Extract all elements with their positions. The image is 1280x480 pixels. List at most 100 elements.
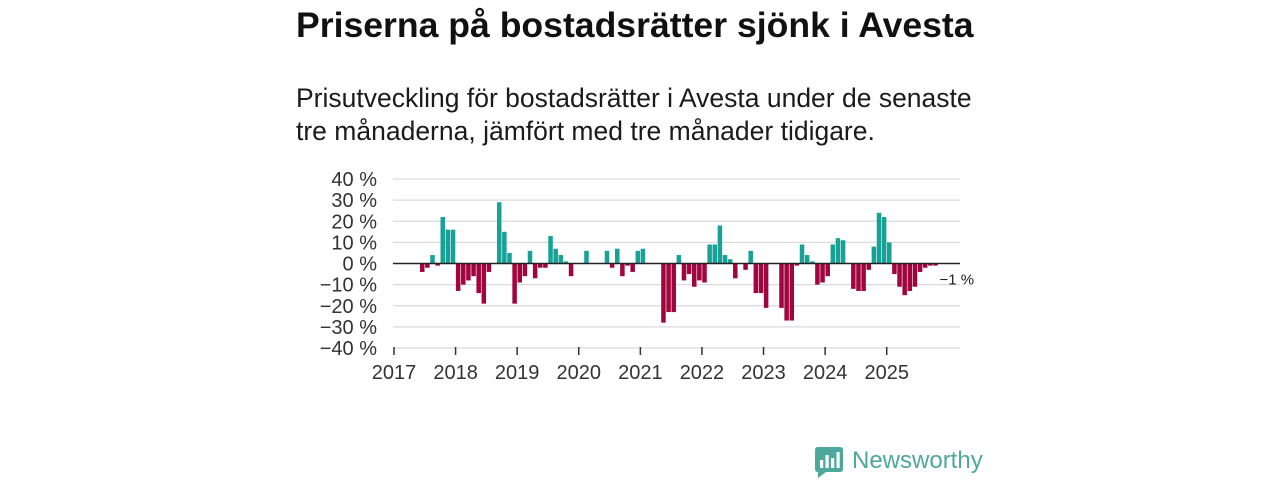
bar-negative [758,263,764,294]
y-tick-label: −10 % [320,275,377,297]
bar-negative [666,263,671,313]
newsworthy-chart-bubble-icon [815,447,843,478]
bar-negative [476,263,481,294]
y-tick-label: 20 % [331,211,377,233]
bar-positive [450,229,456,264]
bar-negative [907,263,913,291]
bar-positive [712,244,718,264]
bar-negative [609,263,615,268]
bar-negative [851,263,856,289]
y-tick-label: 30 % [331,190,377,212]
logo-bar-1 [820,460,824,468]
bar-negative [481,263,487,304]
x-tick-label: 2024 [803,362,848,384]
chart-subtitle-line-1: Prisutveckling för bostadsrätter i Avest… [296,83,972,113]
bar-positive [584,250,589,264]
bar-positive [640,248,646,264]
bar-negative [912,263,918,287]
bar-negative [568,263,574,277]
bar-positive [440,217,446,264]
bar-negative [466,263,471,281]
bar-positive [502,231,507,264]
bar-negative [815,263,820,285]
bar-negative [779,263,784,308]
bar-negative [733,263,738,279]
bar-negative [543,263,548,268]
bar-negative [512,263,517,304]
bar-negative [922,263,928,268]
bar-negative [461,263,466,285]
bar-negative [928,263,933,266]
bar-positive [635,250,641,264]
bar-positive [707,244,712,264]
bar-negative [419,263,425,272]
bar-positive [748,250,753,264]
bar-negative [471,263,476,277]
bar-negative [522,263,528,277]
bar-negative [763,263,769,308]
bar-positive [615,248,620,264]
bar-positive [887,242,892,264]
bar-positive [840,240,846,264]
bar-negative [866,263,872,270]
logo-bar-2 [825,455,829,468]
x-tick-label: 2025 [864,362,909,384]
bar-negative [917,263,923,272]
bar-positive [430,255,435,264]
bar-positive [553,248,558,264]
chart-subtitle-line-2: tre månaderna, jämfört med tre månader t… [296,116,875,146]
bar-negative [697,263,702,281]
x-tick-label: 2018 [433,362,478,384]
bar-positive [727,259,733,264]
bar-positive [722,255,728,264]
bar-negative [902,263,907,296]
bar-positive [445,229,451,264]
bar-positive [717,225,723,264]
bar-negative [435,263,440,266]
bar-positive [830,244,836,264]
x-tick-label: 2020 [557,362,602,384]
bar-positive [563,261,569,264]
x-tick-label: 2017 [372,362,417,384]
bar-negative [538,263,543,268]
y-tick-label: −30 % [320,317,377,339]
bar-positive [604,250,610,264]
bar-negative [455,263,461,291]
bar-positive [799,244,805,264]
y-tick-label: 40 % [331,169,377,191]
bar-negative [861,263,866,291]
bar-positive [496,202,502,264]
logo-bar-4 [836,452,840,468]
x-tick-label: 2023 [741,362,786,384]
logo-bubble-shape [815,447,843,478]
bar-negative [486,263,492,272]
bar-negative [794,263,800,266]
bar-positive [835,238,841,264]
bar-negative [686,263,692,275]
bar-negative [630,263,635,272]
bar-negative [625,263,630,266]
bar-negative [820,263,825,283]
bar-negative [897,263,902,287]
newsworthy-logo: Newsworthy [815,447,985,479]
bar-negative [620,263,625,277]
bar-negative [681,263,687,281]
x-tick-label: 2022 [680,362,725,384]
bar-negative [661,263,666,323]
bar-negative [784,263,789,321]
x-tick-label: 2019 [495,362,540,384]
bar-negative [892,263,897,275]
y-axis-labels: 40 %30 %20 %10 %0 %−10 %−20 %−30 %−40 % [320,169,377,360]
y-tick-label: −40 % [320,338,377,360]
bar-positive [558,255,564,264]
chart-title: Priserna på bostadsrätter sjönk i Avesta [296,5,974,45]
bar-chart: 40 %30 %20 %10 %0 %−10 %−20 %−30 %−40 % … [320,169,974,384]
bar-negative [517,263,522,283]
bar-positive [804,255,810,264]
bar-positive [676,255,682,264]
y-tick-label: −20 % [320,296,377,318]
bar-negative [691,263,697,287]
bar-positive [507,252,512,264]
y-tick-label: 0 % [343,254,378,276]
